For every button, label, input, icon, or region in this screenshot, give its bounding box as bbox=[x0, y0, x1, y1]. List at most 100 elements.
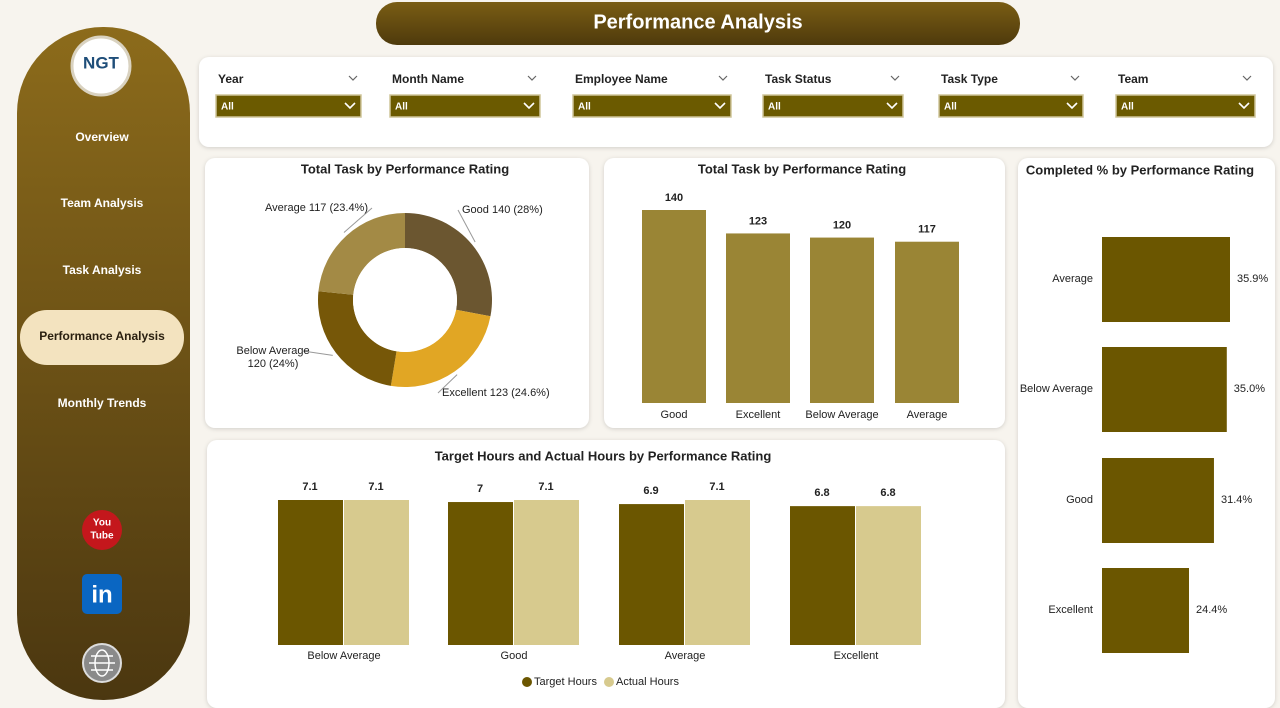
leader-line bbox=[302, 350, 333, 356]
bar bbox=[1102, 458, 1214, 543]
nav-item[interactable]: Team Analysis bbox=[61, 196, 144, 210]
y-tick-label: Below Average bbox=[1020, 383, 1093, 395]
youtube-text: You bbox=[93, 518, 111, 529]
chevron bbox=[344, 102, 356, 110]
value-label: 123 bbox=[749, 215, 767, 227]
value-label: 7.1 bbox=[302, 481, 317, 493]
value-label: 35.9% bbox=[1237, 273, 1268, 285]
slice-label-group: Average 117 (23.4%) bbox=[265, 202, 368, 214]
leader-line bbox=[437, 374, 458, 394]
dropdown-value: All bbox=[221, 102, 234, 113]
chevron bbox=[1066, 102, 1078, 110]
nav-item[interactable]: Task Analysis bbox=[63, 263, 142, 277]
y-tick-label: Average bbox=[1052, 273, 1093, 285]
bar bbox=[895, 241, 959, 403]
globe-icon[interactable] bbox=[82, 643, 122, 683]
bar bbox=[1102, 347, 1227, 432]
leader-line bbox=[343, 207, 373, 233]
bar bbox=[856, 506, 921, 645]
value-label: 35.0% bbox=[1234, 383, 1265, 395]
logo bbox=[70, 35, 132, 97]
nav-item[interactable]: Performance Analysis bbox=[39, 329, 165, 343]
bar bbox=[810, 237, 874, 403]
value-label: 6.8 bbox=[880, 487, 895, 499]
x-tick-label: Below Average bbox=[805, 409, 878, 421]
value-label: 117 bbox=[918, 224, 936, 236]
page-title: Performance Analysis bbox=[593, 11, 802, 33]
filter-label: Team bbox=[1118, 72, 1148, 86]
dropdown[interactable] bbox=[1115, 94, 1256, 118]
legend-label[interactable]: Actual Hours bbox=[616, 676, 679, 688]
bar bbox=[790, 506, 855, 645]
filter-label: Month Name bbox=[392, 72, 464, 86]
legend-label[interactable]: Target Hours bbox=[534, 676, 597, 688]
dropdown-value: All bbox=[768, 102, 781, 113]
bar bbox=[685, 500, 750, 645]
chevron bbox=[886, 102, 898, 110]
value-label: 6.9 bbox=[643, 485, 658, 497]
nav-active-pill bbox=[20, 310, 184, 365]
bar bbox=[278, 500, 343, 645]
y-tick-label: Excellent bbox=[1048, 604, 1093, 616]
slice-value-label: 117 (23.4%) bbox=[309, 202, 368, 214]
slice-label: Average bbox=[265, 202, 306, 214]
filter-label: Task Status bbox=[765, 72, 832, 86]
bar bbox=[514, 500, 579, 645]
value-label: 6.8 bbox=[814, 487, 829, 499]
x-tick-label: Average bbox=[665, 650, 706, 662]
slice-label: Excellent bbox=[442, 387, 487, 399]
donut-slice bbox=[318, 291, 397, 386]
dropdown[interactable] bbox=[389, 94, 541, 118]
x-tick-label: Average bbox=[907, 409, 948, 421]
donut-slice bbox=[405, 213, 493, 317]
value-label: 7.1 bbox=[538, 481, 553, 493]
chart-title: Total Task by Performance Rating bbox=[301, 161, 509, 176]
dropdown[interactable] bbox=[572, 94, 732, 118]
value-label: 31.4% bbox=[1221, 494, 1252, 506]
leader-line bbox=[457, 209, 476, 243]
chevron bbox=[348, 75, 358, 81]
bar bbox=[1102, 568, 1189, 653]
slice-value-label: 140 (28%) bbox=[492, 204, 543, 216]
slice-label-group: Good 140 (28%) bbox=[462, 204, 543, 216]
slice-label-group: Excellent 123 (24.6%) bbox=[442, 387, 550, 399]
donut-hole bbox=[353, 248, 457, 352]
filter-label: Year bbox=[218, 72, 244, 86]
value-label: 140 bbox=[665, 192, 683, 204]
dropdown-value: All bbox=[395, 102, 408, 113]
slice-label: Below Average bbox=[236, 345, 309, 357]
slice-value-label: 120 (24%) bbox=[248, 358, 299, 370]
chevron bbox=[1070, 75, 1080, 81]
dropdown-value: All bbox=[578, 102, 591, 113]
nav-item[interactable]: Overview bbox=[75, 130, 129, 144]
linkedin-icon[interactable] bbox=[82, 574, 122, 614]
youtube-icon[interactable] bbox=[82, 510, 122, 550]
value-label: 120 bbox=[833, 219, 851, 231]
dropdown[interactable] bbox=[215, 94, 362, 118]
chevron bbox=[523, 102, 535, 110]
x-tick-label: Below Average bbox=[307, 650, 380, 662]
chart-title: Target Hours and Actual Hours by Perform… bbox=[435, 448, 772, 463]
chart-title: Completed % by Performance Rating bbox=[1026, 162, 1254, 177]
dropdown[interactable] bbox=[762, 94, 904, 118]
bar bbox=[726, 233, 790, 403]
nav-item[interactable]: Monthly Trends bbox=[58, 396, 147, 410]
header-bar bbox=[376, 2, 1020, 45]
bar bbox=[642, 210, 706, 403]
dropdown-value: All bbox=[944, 102, 957, 113]
chevron bbox=[527, 75, 537, 81]
value-label: 24.4% bbox=[1196, 604, 1227, 616]
donut-slice bbox=[318, 213, 405, 295]
slice-label: Good bbox=[462, 204, 489, 216]
value-label: 7.1 bbox=[368, 481, 383, 493]
chevron bbox=[1238, 102, 1250, 110]
bar bbox=[619, 504, 684, 645]
youtube-text: Tube bbox=[90, 531, 114, 542]
dropdown[interactable] bbox=[938, 94, 1084, 118]
filter-panel bbox=[199, 57, 1273, 147]
x-tick-label: Good bbox=[661, 409, 688, 421]
chevron bbox=[890, 75, 900, 81]
logo-text: NGT bbox=[83, 53, 120, 72]
filter-label: Employee Name bbox=[575, 72, 668, 86]
